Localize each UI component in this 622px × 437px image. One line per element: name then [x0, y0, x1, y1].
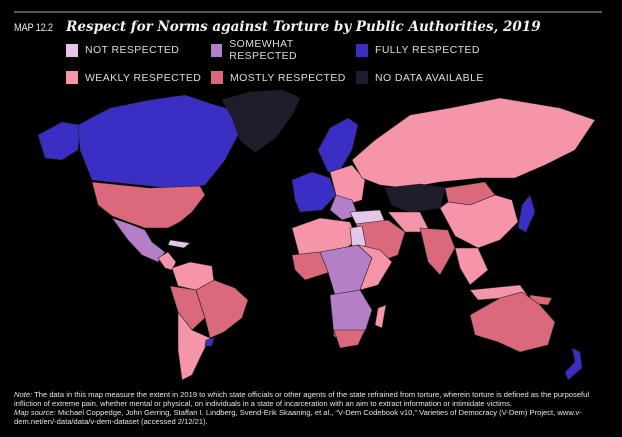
legend-item-somewhat-respected: SOMEWHAT RESPECTED — [211, 38, 356, 62]
legend-item-mostly-respected: MOSTLY RESPECTED — [211, 71, 356, 84]
region-east-africa — [356, 244, 393, 291]
legend: NOT RESPECTED SOMEWHAT RESPECTED FULLY R… — [66, 38, 586, 84]
note-label: Note: — [14, 390, 33, 399]
region-chile-argentina — [177, 311, 211, 381]
legend-label: SOMEWHAT RESPECTED — [229, 38, 298, 62]
legend-label: NOT RESPECTED — [85, 44, 180, 56]
map-header: MAP 12.2 Respect for Norms against Tortu… — [14, 18, 541, 36]
region-south-africa — [333, 329, 366, 349]
legend-label: NO DATA AVAILABLE — [375, 71, 484, 84]
legend-swatch — [211, 71, 223, 84]
region-korea-japan — [517, 194, 536, 233]
region-usa — [91, 181, 206, 229]
region-canada — [77, 94, 241, 191]
region-australia — [469, 291, 556, 353]
region-new-zealand — [564, 347, 583, 381]
legend-item-no-data: NO DATA AVAILABLE — [356, 71, 516, 84]
region-scandinavia — [317, 117, 359, 173]
legend-swatch — [356, 71, 368, 84]
legend-swatch — [66, 71, 78, 84]
region-greenland — [221, 89, 301, 153]
region-madagascar — [374, 304, 387, 329]
region-brazil — [195, 279, 249, 339]
legend-item-fully-respected: FULLY RESPECTED — [356, 38, 516, 62]
region-western-europe — [291, 171, 337, 213]
region-central-america — [157, 251, 177, 271]
region-uruguay — [204, 337, 215, 347]
top-rule — [14, 11, 602, 13]
legend-item-weakly-respected: WEAKLY RESPECTED — [66, 71, 211, 84]
region-china — [439, 194, 519, 249]
region-india — [419, 227, 456, 276]
region-peru-bolivia — [169, 285, 206, 331]
region-egypt — [349, 225, 367, 247]
region-mexico — [111, 217, 166, 263]
map-title: Respect for Norms against Torture by Pub… — [66, 19, 541, 35]
region-southeast-asia — [454, 247, 489, 286]
region-cuba — [167, 239, 191, 249]
region-alaska — [37, 121, 81, 161]
source-text: Michael Coppedge, John Gerring, Staffan … — [14, 408, 582, 426]
region-russia — [351, 97, 596, 189]
map-number: MAP 12.2 — [14, 22, 53, 34]
source-label: Map source: — [14, 408, 56, 417]
world-map — [37, 89, 596, 381]
legend-swatch — [211, 43, 223, 57]
legend-swatch — [356, 43, 368, 57]
region-west-africa — [291, 251, 331, 281]
legend-swatch — [66, 43, 78, 57]
legend-item-not-respected: NOT RESPECTED — [66, 38, 211, 62]
note-text: The data in this map measure the extent … — [14, 390, 590, 408]
map-note: Note: The data in this map measure the e… — [14, 390, 610, 426]
legend-label: WEAKLY RESPECTED — [85, 71, 202, 84]
legend-label: MOSTLY RESPECTED — [230, 71, 346, 84]
region-kazakhstan — [384, 183, 446, 213]
legend-label: FULLY RESPECTED — [375, 44, 480, 56]
